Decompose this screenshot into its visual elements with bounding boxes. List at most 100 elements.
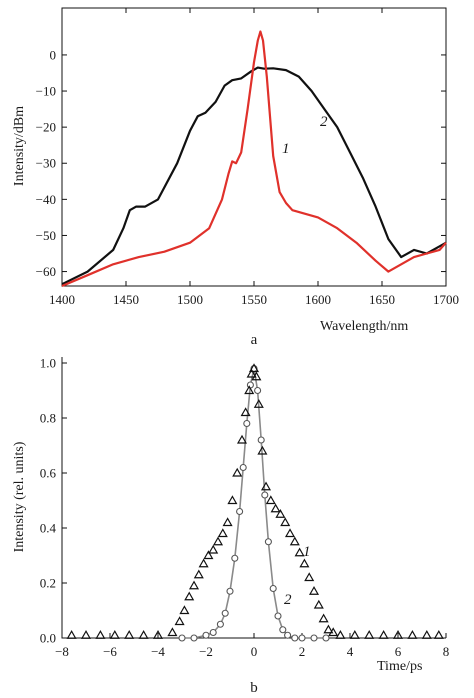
panel-a-ytick-label: −40: [36, 192, 56, 207]
panel-b-series-2-point: [407, 630, 418, 639]
panel-b-series-2-point: [138, 630, 149, 639]
panel-b-series-2-point: [227, 495, 238, 505]
panel-b-series-2-point: [179, 605, 190, 615]
panel-a-xtick-label: 1600: [305, 292, 331, 307]
panel-b-series-2-point: [198, 558, 209, 568]
panel-b-series-2-point: [335, 630, 346, 639]
panel-a-xtick-label: 1500: [177, 292, 203, 307]
panel-b-series-1-point: [216, 620, 224, 628]
panel-b-series-2-point: [124, 630, 135, 639]
panel-b-series-1-point: [221, 609, 229, 617]
panel-b-series-2-point: [270, 503, 281, 513]
panel-b-xtick-label: −6: [103, 644, 117, 659]
panel-b-series-1-point: [279, 626, 287, 634]
panel-b-label: b: [250, 680, 258, 696]
panel-b-series-1-point: [298, 634, 306, 642]
panel-a-series-1-line: [61, 30, 447, 288]
panel-b-series-2-point: [323, 624, 334, 634]
panel-b-series-2-point: [66, 630, 77, 639]
panel-b-series-2-point: [80, 630, 92, 639]
panel-b-axes: [61, 357, 446, 639]
panel-b-series-1-point: [226, 587, 234, 595]
panel-b-series-1-point: [190, 634, 198, 642]
panel-b-xtick-label: −8: [55, 644, 69, 659]
panel-b-xtick-label: 4: [347, 644, 354, 659]
panel-a-label: a: [251, 332, 258, 348]
panel-b-ytick-label: 1.0: [40, 356, 56, 371]
panel-b-series-1-point: [322, 634, 330, 642]
panel-b-curve-label-1: 2: [284, 592, 292, 608]
panel-b-xlabel: Time/ps: [377, 659, 422, 674]
panel-b-series-2-point: [299, 558, 310, 568]
panel-b-series-2-point: [232, 467, 243, 477]
panel-b-series-1-point: [239, 463, 247, 472]
panel-a-ylabel: Intensity/dBm: [12, 106, 27, 186]
panel-b-series-2-point: [217, 528, 228, 538]
panel-b-xtick-label: 0: [251, 644, 258, 659]
panel-b-series-2-point: [244, 385, 255, 395]
panel-b-series-1-point: [254, 386, 262, 395]
panel-b-series-1-point: [284, 631, 292, 639]
panel-a-ytick-label: −30: [36, 156, 56, 171]
panel-a-ytick-label: −10: [36, 84, 56, 99]
panel-a-curve-label-1: 1: [282, 141, 290, 157]
panel-b-xtick-label: 2: [299, 644, 306, 659]
panel-b-series-2-point: [251, 371, 262, 381]
panel-a-xtick-label: 1450: [113, 292, 139, 307]
panel-b-series-1-point: [202, 631, 210, 639]
panel-b-ytick-label: 0.2: [40, 576, 56, 591]
panel-b-series-1-point: [243, 419, 251, 428]
panel-a-ytick-label: 0: [50, 47, 57, 62]
panel-b-series-2-point: [167, 627, 178, 637]
panel-a-ytick-label: −60: [36, 264, 56, 279]
panel-b-series-1-point: [209, 628, 217, 637]
panel-a-frame: [61, 7, 447, 287]
panel-b-series-2-point: [275, 509, 286, 518]
panel-a-xtick-label: 1550: [241, 292, 267, 307]
panel-b-ytick-label: 0.6: [40, 466, 57, 481]
panel-b-series-2-point: [208, 544, 219, 554]
panel-b-series-2-point: [253, 399, 264, 408]
panel-b-series-2-point: [212, 536, 224, 546]
panel-b-series-1-line: [182, 368, 326, 639]
panel-b-series-1-point: [269, 584, 277, 593]
panel-b-xtick-label: 8: [443, 644, 450, 659]
panel-b-series-2-point: [152, 630, 164, 639]
panel-b-series-1-point: [274, 612, 282, 620]
panel-a: 1400 1450 1500 1550 1600 1650 1700 0 −10 −20 −30 −…: [12, 7, 459, 348]
panel-b-ytick-label: 0.0: [40, 631, 56, 646]
panel-b-series-2-point: [433, 630, 444, 639]
panel-b-series-1-point: [236, 507, 244, 516]
panel-b-ytick-label: 0.8: [40, 411, 56, 426]
panel-b-series-2-point: [240, 407, 251, 417]
panel-b-series-2-point: [392, 630, 404, 639]
panel-a-xtick-label: 1650: [369, 292, 395, 307]
panel-b-series-2-point: [328, 627, 339, 637]
panel-b-series-2-point: [280, 517, 291, 527]
panel-b-series-2-point: [174, 616, 185, 626]
panel-b-xtick-label: 6: [395, 644, 402, 659]
panel-b-series-2-point: [95, 630, 106, 639]
panel-b-series-2-point: [260, 481, 272, 491]
panel-b-series-2-point: [222, 517, 233, 527]
panel-b-series-2-point: [304, 572, 315, 582]
panel-a-curve-label-2: 2: [320, 114, 328, 130]
panel-a-series-2-line: [61, 66, 447, 286]
panel-b: −8 −6 −4 −2 0 2 4 6 8 0.0 0.2 0.4 0.6 0.8 1.0 Time/ps…: [12, 356, 449, 697]
panel-a-ytick-label: −50: [36, 228, 56, 243]
panel-b-series-1-point: [310, 634, 318, 642]
panel-b-series-2-point: [289, 536, 300, 546]
panel-a-xlabel: Wavelength/nm: [320, 319, 408, 334]
panel-a-ytick-label: −20: [36, 120, 56, 135]
panel-b-xtick-label: −2: [199, 644, 213, 659]
panel-b-series-1-point: [257, 436, 265, 444]
panel-b-series-2-point: [184, 591, 195, 601]
panel-b-series-1-point: [261, 491, 269, 499]
panel-b-series-2-point: [421, 630, 432, 639]
panel-b-series-2-point: [188, 580, 200, 590]
panel-b-series-2-point: [193, 569, 204, 579]
panel-b-series-2-point: [257, 445, 268, 455]
panel-b-series-1-point: [291, 634, 299, 642]
panel-b-series-2-point: [248, 363, 260, 373]
